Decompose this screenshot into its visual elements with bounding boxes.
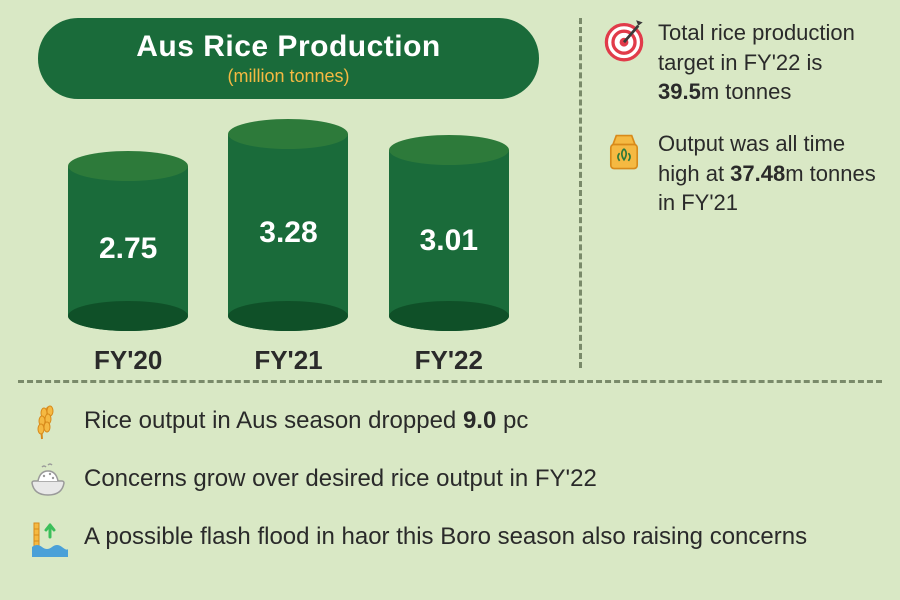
bar-top	[389, 135, 509, 165]
chart-panel: Aus Rice Production (million tonnes) 2.7…	[18, 18, 582, 368]
bullet-row: Concerns grow over desired rice output i…	[28, 459, 872, 499]
rice-pot-icon-wrap	[28, 459, 68, 499]
horizontal-divider	[18, 380, 882, 383]
bullet-text: A possible flash flood in haor this Boro…	[84, 523, 807, 551]
bar-top	[228, 119, 348, 149]
grain-bag-icon	[602, 129, 646, 173]
bar-label: FY'22	[415, 345, 483, 376]
bar-cylinder: 3.28	[228, 119, 348, 331]
wheat-icon	[28, 401, 68, 441]
top-section: Aus Rice Production (million tonnes) 2.7…	[18, 18, 882, 368]
target-icon	[602, 18, 646, 62]
side-item: Total rice production target in FY'22 is…	[602, 18, 882, 107]
flood-icon-wrap	[28, 517, 68, 557]
bar-top	[68, 151, 188, 181]
bar-group: 3.28 FY'21	[228, 119, 348, 376]
bar-body: 3.01	[389, 150, 509, 331]
chart-area: 2.75 FY'20 3.28 FY'21 3.01 FY'22	[18, 109, 559, 376]
bullet-text: Concerns grow over desired rice output i…	[84, 465, 597, 493]
bar-cylinder: 2.75	[68, 151, 188, 331]
bullet-text: Rice output in Aus season dropped 9.0 pc	[84, 407, 528, 435]
grain-bag-icon-wrap	[602, 129, 646, 173]
side-text: Output was all time high at 37.48m tonne…	[658, 129, 882, 218]
bullet-row: A possible flash flood in haor this Boro…	[28, 517, 872, 557]
bar-cylinder: 3.01	[389, 135, 509, 331]
rice-pot-icon	[28, 459, 68, 499]
bar-body: 3.28	[228, 134, 348, 331]
bar-body: 2.75	[68, 166, 188, 331]
infographic-root: Aus Rice Production (million tonnes) 2.7…	[18, 18, 882, 582]
bar-group: 2.75 FY'20	[68, 151, 188, 376]
bar-value: 3.28	[259, 216, 317, 250]
wheat-icon-wrap	[28, 401, 68, 441]
side-text: Total rice production target in FY'22 is…	[658, 18, 882, 107]
title-subtitle: (million tonnes)	[78, 66, 499, 87]
side-item: Output was all time high at 37.48m tonne…	[602, 129, 882, 218]
title-main: Aus Rice Production	[78, 30, 499, 64]
bar-value: 2.75	[99, 232, 157, 266]
bullet-row: Rice output in Aus season dropped 9.0 pc	[28, 401, 872, 441]
bar-label: FY'20	[94, 345, 162, 376]
bottom-section: Rice output in Aus season dropped 9.0 pc…	[18, 399, 882, 559]
title-banner: Aus Rice Production (million tonnes)	[38, 18, 539, 99]
bar-value: 3.01	[420, 224, 478, 258]
bar-group: 3.01 FY'22	[389, 135, 509, 376]
target-icon-wrap	[602, 18, 646, 62]
side-panel: Total rice production target in FY'22 is…	[582, 18, 882, 368]
bar-label: FY'21	[254, 345, 322, 376]
flood-icon	[28, 517, 68, 557]
